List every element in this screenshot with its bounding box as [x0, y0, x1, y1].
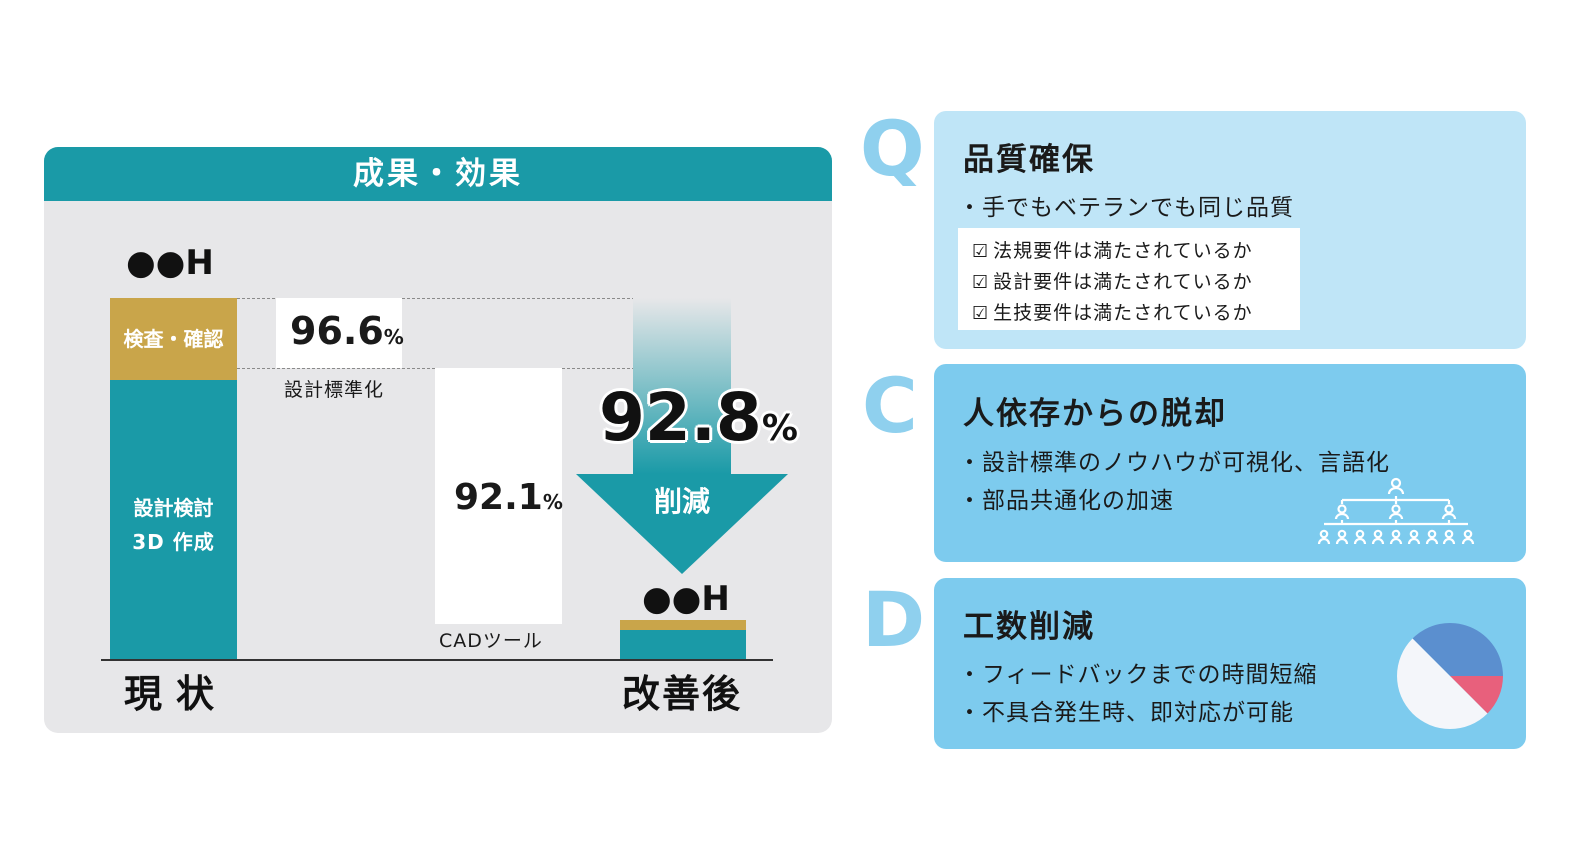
bar-inspection: 検査・確認: [110, 298, 237, 380]
after-hours: ●●H: [642, 579, 730, 619]
check-item-3: ☑ 生技要件は満たされているか: [972, 298, 1253, 325]
cad-unit: %: [542, 490, 563, 514]
checklist-box: [958, 228, 1300, 330]
letter-q: Q: [860, 104, 925, 193]
reduction-label: 削減: [653, 485, 710, 518]
cad-label: CADツール: [439, 630, 543, 652]
before-hours: ●●H: [126, 243, 214, 283]
pie-chart-icon: [1397, 623, 1503, 729]
cad-percent: 92.1%: [454, 477, 563, 518]
check-item-3-label: 生技要件は満たされているか: [993, 302, 1253, 324]
standardization-label: 設計標準化: [284, 379, 385, 401]
reduction-percent: 92.8%: [599, 379, 798, 456]
delivery-bullet-2: ・不具合発生時、即対応が可能: [958, 700, 1294, 726]
reduction-unit: %: [761, 408, 798, 449]
bar-design-line2: 3D 作成: [132, 530, 215, 554]
check-item-2: ☑ 設計要件は満たされているか: [972, 267, 1253, 294]
standardization-box: [276, 298, 402, 368]
pie-slice-white: [1397, 638, 1488, 729]
cost-title: 人依存からの脱却: [963, 396, 1227, 432]
reduction-arrow-icon: [576, 298, 788, 574]
letter-d: D: [862, 575, 926, 664]
baseline: [101, 659, 773, 661]
delivery-title: 工数削減: [963, 609, 1095, 645]
checkbox-icon: ☑: [972, 272, 990, 293]
org-chart-icon: [1317, 477, 1475, 545]
after-bar-inspection: [620, 620, 746, 630]
cad-value: 92.1: [454, 477, 543, 518]
label-before: 現状: [124, 672, 229, 716]
cad-box: [435, 368, 562, 624]
after-bar-design: [620, 630, 746, 659]
checkbox-icon: ☑: [972, 241, 990, 262]
quality-bullet-1: ・手でもベテランでも同じ品質: [958, 195, 1294, 221]
panel-header: 成果・効果: [44, 147, 832, 201]
bar-design: 設計検討 3D 作成: [110, 380, 237, 659]
pie-slice-pink: [1450, 676, 1503, 714]
cost-bullet-1: ・設計標準のノウハウが可視化、言語化: [958, 450, 1390, 476]
check-item-1: ☑ 法規要件は満たされているか: [972, 236, 1253, 263]
reduction-value: 92.8: [599, 379, 762, 456]
check-item-2-label: 設計要件は満たされているか: [993, 271, 1253, 293]
cost-bullet-2: ・部品共通化の加速: [958, 488, 1174, 514]
letter-c: C: [862, 361, 918, 450]
standardization-value: 96.6: [290, 309, 384, 353]
dashed-guide-top: [237, 298, 645, 299]
quality-title: 品質確保: [963, 142, 1095, 178]
cost-card: [934, 364, 1526, 562]
standardization-unit: %: [383, 325, 404, 349]
check-item-1-label: 法規要件は満たされているか: [993, 240, 1253, 262]
bar-design-line1: 設計検討: [133, 496, 214, 520]
results-panel: 成果・効果 ●●H 検査・確認 設計検討 3D 作成 96.6% 設計標準化 9…: [44, 147, 832, 733]
delivery-bullet-1: ・フィードバックまでの時間短縮: [958, 662, 1318, 688]
standardization-percent: 96.6%: [290, 309, 404, 353]
label-after: 改善後: [622, 672, 743, 716]
checkbox-icon: ☑: [972, 303, 990, 324]
pie-slice-blue: [1412, 623, 1503, 676]
